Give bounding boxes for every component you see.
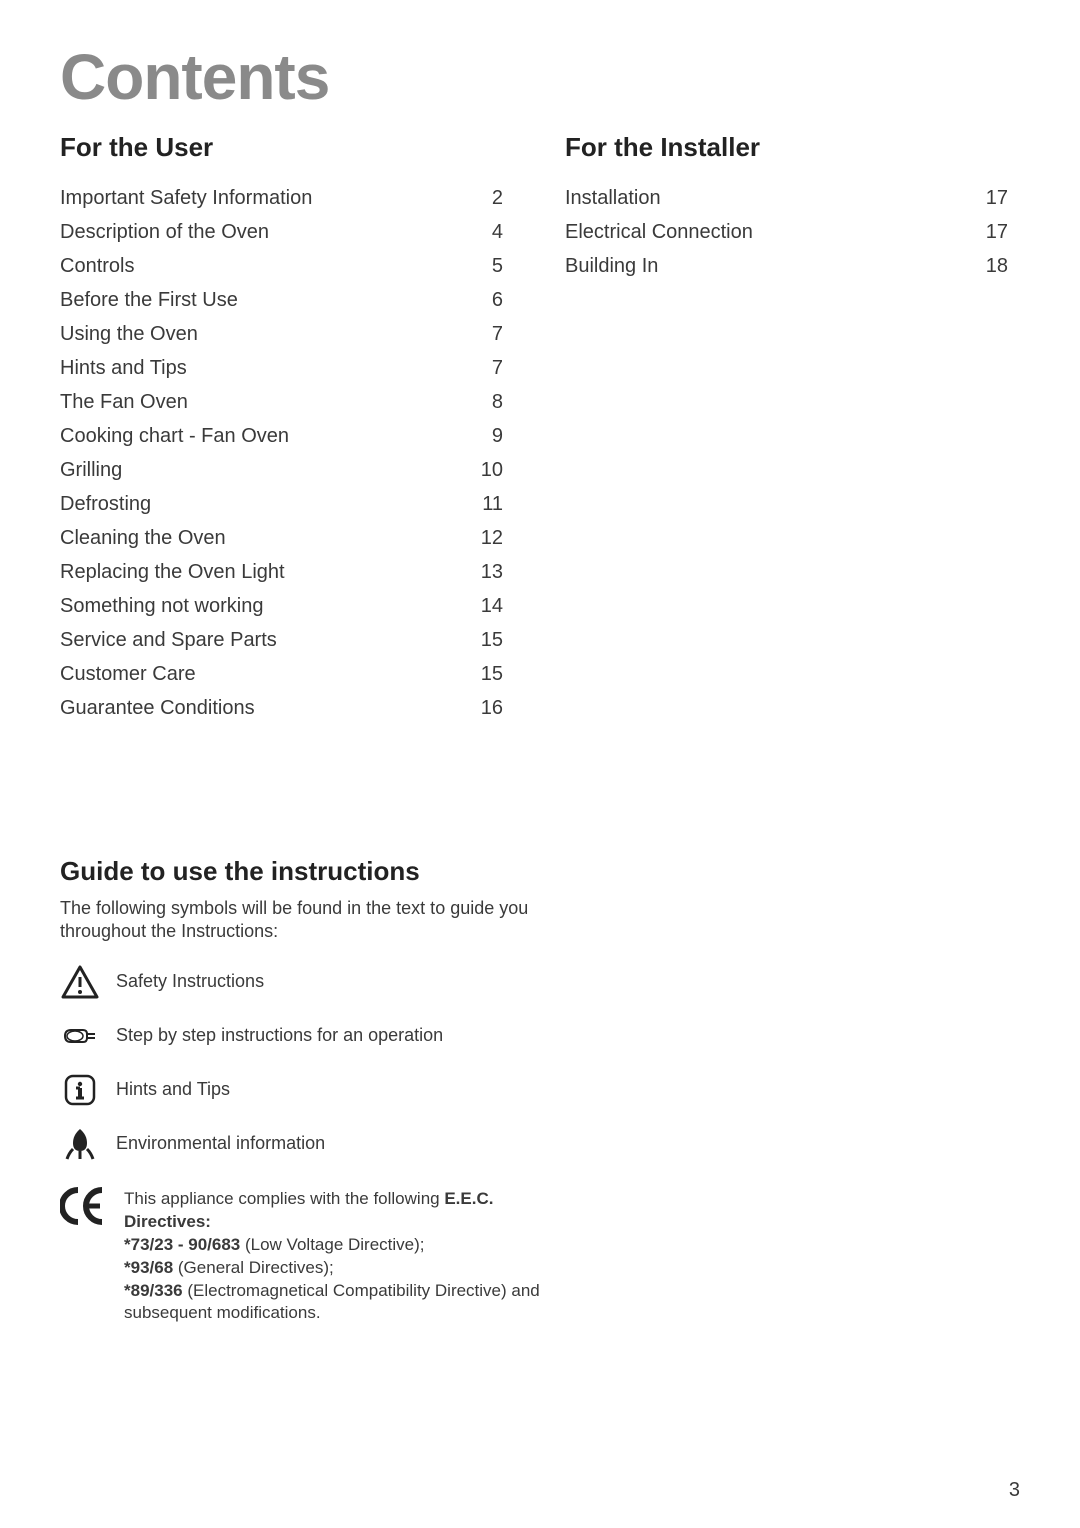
toc-label: Customer Care — [60, 663, 463, 686]
symbol-label: Environmental information — [116, 1133, 325, 1154]
toc-label: Service and Spare Parts — [60, 629, 463, 652]
compliance-block: This appliance complies with the followi… — [60, 1188, 1020, 1326]
toc-row: Installation17 — [565, 187, 1020, 210]
page-title: Contents — [60, 40, 1020, 114]
pointer-icon — [60, 1018, 100, 1054]
ce-mark-icon — [60, 1186, 108, 1233]
installer-column: For the Installer Installation17Electric… — [565, 132, 1020, 731]
toc-label: Defrosting — [60, 493, 463, 516]
toc-page: 8 — [463, 391, 503, 414]
toc-page: 16 — [463, 697, 503, 720]
toc-page: 9 — [463, 425, 503, 448]
symbol-list: Safety Instructions Step by step instruct… — [60, 964, 1020, 1162]
symbol-row: Environmental information — [60, 1126, 1020, 1162]
toc-row: The Fan Oven8 — [60, 391, 515, 414]
symbol-label: Hints and Tips — [116, 1079, 230, 1100]
toc-page: 15 — [463, 663, 503, 686]
toc-row: Building In18 — [565, 255, 1020, 278]
symbol-row: Safety Instructions — [60, 964, 1020, 1000]
toc-row: Using the Oven7 — [60, 323, 515, 346]
toc-row: Grilling10 — [60, 459, 515, 482]
symbol-row: Step by step instructions for an operati… — [60, 1018, 1020, 1054]
symbol-label: Step by step instructions for an operati… — [116, 1025, 443, 1046]
toc-row: Electrical Connection17 — [565, 221, 1020, 244]
toc-label: Electrical Connection — [565, 221, 968, 244]
toc-page: 4 — [463, 221, 503, 244]
toc-label: Before the First Use — [60, 289, 463, 312]
symbol-row: Hints and Tips — [60, 1072, 1020, 1108]
toc-columns: For the User Important Safety Informatio… — [60, 132, 1020, 731]
toc-row: Service and Spare Parts15 — [60, 629, 515, 652]
toc-row: Cleaning the Oven12 — [60, 527, 515, 550]
toc-page: 7 — [463, 357, 503, 380]
toc-label: Installation — [565, 187, 968, 210]
guide-heading: Guide to use the instructions — [60, 856, 1020, 887]
toc-label: Replacing the Oven Light — [60, 561, 463, 584]
toc-page: 14 — [463, 595, 503, 618]
toc-label: Cooking chart - Fan Oven — [60, 425, 463, 448]
toc-page: 5 — [463, 255, 503, 278]
toc-label: Using the Oven — [60, 323, 463, 346]
toc-row: Something not working14 — [60, 595, 515, 618]
toc-page: 11 — [463, 493, 503, 516]
toc-row: Before the First Use6 — [60, 289, 515, 312]
page-number: 3 — [1009, 1479, 1020, 1502]
toc-label: Grilling — [60, 459, 463, 482]
guide-section: Guide to use the instructions The follow… — [60, 856, 1020, 1325]
user-heading: For the User — [60, 132, 515, 163]
toc-label: Building In — [565, 255, 968, 278]
guide-intro: The following symbols will be found in t… — [60, 897, 530, 944]
user-column: For the User Important Safety Informatio… — [60, 132, 515, 731]
leaf-icon — [60, 1126, 100, 1162]
toc-page: 13 — [463, 561, 503, 584]
toc-row: Important Safety Information2 — [60, 187, 515, 210]
toc-label: Description of the Oven — [60, 221, 463, 244]
toc-row: Customer Care15 — [60, 663, 515, 686]
toc-page: 7 — [463, 323, 503, 346]
warning-icon — [60, 964, 100, 1000]
toc-page: 18 — [968, 255, 1008, 278]
toc-row: Replacing the Oven Light13 — [60, 561, 515, 584]
toc-page: 6 — [463, 289, 503, 312]
toc-page: 12 — [463, 527, 503, 550]
toc-label: Cleaning the Oven — [60, 527, 463, 550]
symbol-label: Safety Instructions — [116, 971, 264, 992]
toc-page: 15 — [463, 629, 503, 652]
toc-row: Hints and Tips7 — [60, 357, 515, 380]
toc-row: Description of the Oven4 — [60, 221, 515, 244]
toc-label: Important Safety Information — [60, 187, 463, 210]
installer-toc-list: Installation17Electrical Connection17Bui… — [565, 187, 1020, 278]
toc-row: Controls5 — [60, 255, 515, 278]
toc-page: 2 — [463, 187, 503, 210]
toc-page: 10 — [463, 459, 503, 482]
toc-label: Controls — [60, 255, 463, 278]
user-toc-list: Important Safety Information2Description… — [60, 187, 515, 720]
installer-heading: For the Installer — [565, 132, 1020, 163]
toc-page: 17 — [968, 221, 1008, 244]
toc-row: Defrosting11 — [60, 493, 515, 516]
toc-row: Cooking chart - Fan Oven9 — [60, 425, 515, 448]
info-icon — [60, 1072, 100, 1108]
compliance-text: This appliance complies with the followi… — [124, 1188, 554, 1326]
toc-page: 17 — [968, 187, 1008, 210]
toc-label: The Fan Oven — [60, 391, 463, 414]
toc-label: Something not working — [60, 595, 463, 618]
toc-label: Hints and Tips — [60, 357, 463, 380]
toc-label: Guarantee Conditions — [60, 697, 463, 720]
toc-row: Guarantee Conditions16 — [60, 697, 515, 720]
